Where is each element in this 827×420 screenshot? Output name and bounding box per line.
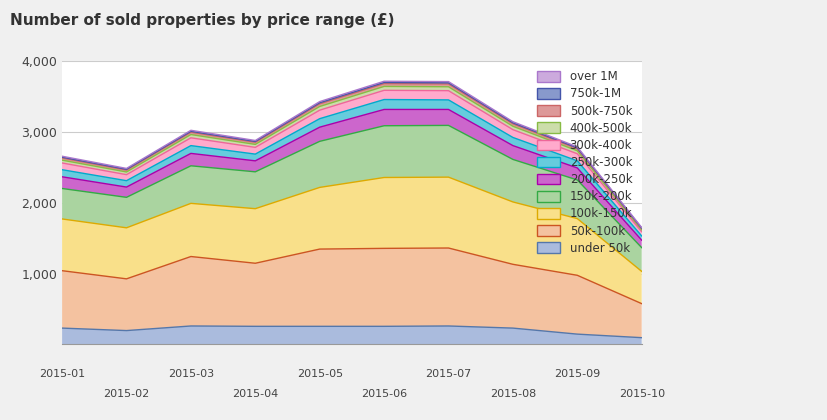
Text: 2015-06: 2015-06 [361,389,407,399]
Text: 2015-08: 2015-08 [490,389,535,399]
Text: 2015-07: 2015-07 [425,370,471,379]
Text: 2015-02: 2015-02 [103,389,150,399]
Text: 2015-04: 2015-04 [232,389,278,399]
Text: 2015-03: 2015-03 [168,370,213,379]
Text: 2015-10: 2015-10 [618,389,664,399]
Text: 2015-01: 2015-01 [39,370,85,379]
Legend: over 1M, 750k-1M, 500k-750k, 400k-500k, 300k-400k, 250k-300k, 200k-250k, 150k-20: over 1M, 750k-1M, 500k-750k, 400k-500k, … [533,67,635,258]
Text: 2015-05: 2015-05 [296,370,342,379]
Text: Number of sold properties by price range (£): Number of sold properties by price range… [10,13,394,28]
Text: 2015-09: 2015-09 [553,370,600,379]
